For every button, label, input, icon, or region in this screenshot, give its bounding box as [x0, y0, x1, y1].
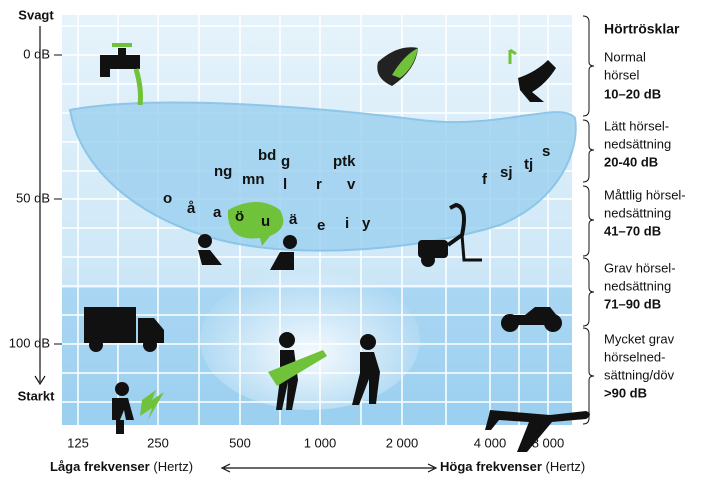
legend-line: nedsättning — [604, 278, 671, 293]
legend-line: hörselned- — [604, 349, 665, 364]
phoneme: bd — [258, 147, 276, 164]
legend-title: Hörtrösklar — [604, 21, 680, 37]
low-label: Låga frekvenser (Hertz) — [50, 459, 193, 474]
x-tick-label: 4 000 — [474, 435, 507, 450]
phoneme: ptk — [333, 153, 356, 170]
phoneme: l — [283, 176, 287, 193]
phoneme: v — [347, 176, 356, 193]
phoneme: sj — [500, 164, 513, 181]
y-tick-label: 0 dB — [23, 46, 50, 61]
legend-line: Normal — [604, 49, 646, 64]
legend-range: 71–90 dB — [604, 296, 661, 311]
icons — [84, 43, 590, 452]
legend-line: sättning/döv — [604, 367, 675, 382]
legend-line: Måttlig hörsel- — [604, 187, 686, 202]
axis-bottom: Starkt — [18, 388, 56, 403]
x-arrow — [220, 463, 438, 473]
phoneme: ö — [235, 208, 244, 225]
legend-line: Lätt hörsel- — [604, 118, 669, 133]
phoneme: f — [482, 171, 488, 188]
x-tick-label: 1 000 — [304, 435, 337, 450]
legend-groups: Normal hörsel 10–20 dB Lätt hörsel- neds… — [604, 49, 686, 400]
phoneme: a — [213, 204, 222, 221]
phoneme: r — [316, 176, 322, 193]
high-label: Höga frekvenser (Hertz) — [440, 459, 585, 474]
y-tick-label: 100 dB — [9, 335, 50, 350]
y-arrow — [34, 26, 46, 386]
x-tick-label: 8 000 — [532, 435, 565, 450]
speech-banana — [68, 101, 577, 252]
legend-range: 10–20 dB — [604, 86, 661, 101]
legend-range: >90 dB — [604, 385, 647, 400]
phoneme: u — [261, 213, 270, 230]
legend-line: Grav hörsel- — [604, 260, 676, 275]
phoneme: s — [542, 143, 550, 160]
phoneme: mn — [242, 171, 265, 188]
phoneme: e — [317, 217, 325, 234]
phoneme: i — [345, 215, 349, 232]
axis-top: Svagt — [18, 7, 54, 22]
glow — [200, 270, 420, 410]
phoneme: o — [163, 190, 172, 207]
braces — [582, 15, 595, 425]
y-ticks — [54, 54, 62, 345]
legend-range: 41–70 dB — [604, 223, 661, 238]
phoneme: å — [187, 200, 196, 217]
x-tick-label: 500 — [229, 435, 251, 450]
phoneme: y — [362, 215, 371, 232]
legend-line: Mycket grav — [604, 331, 675, 346]
x-tick-label: 125 — [67, 435, 89, 450]
legend-line: nedsättning — [604, 136, 671, 151]
legend-line: nedsättning — [604, 205, 671, 220]
phoneme: ng — [214, 163, 232, 180]
legend-range: 20-40 dB — [604, 154, 658, 169]
x-tick-label: 250 — [147, 435, 169, 450]
phoneme: g — [281, 153, 290, 170]
phoneme: ä — [289, 211, 298, 228]
phoneme: tj — [524, 156, 533, 173]
x-tick-label: 2 000 — [386, 435, 419, 450]
y-tick-label: 50 dB — [16, 190, 50, 205]
legend-line: hörsel — [604, 67, 640, 82]
phonemes: bd g ptk s tj sj f ng mn l r v o å a ö u… — [163, 143, 550, 234]
